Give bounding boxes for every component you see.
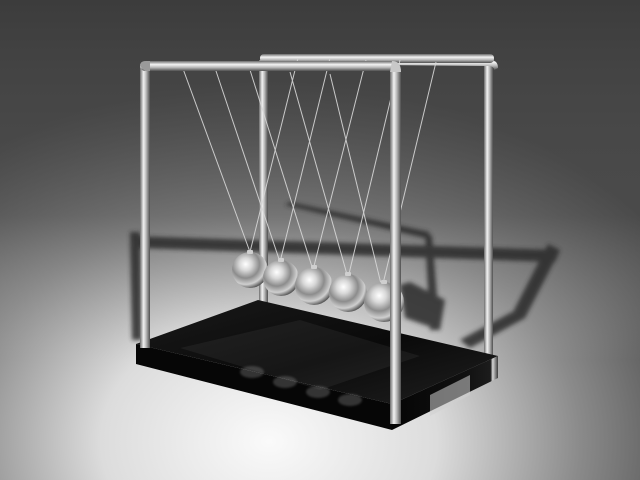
front-frame: [140, 61, 401, 424]
ball-1: [232, 252, 268, 288]
base: [136, 300, 498, 430]
ball-3: [295, 267, 333, 305]
ball-reflections: [240, 366, 362, 406]
ball-4: [329, 274, 367, 312]
ball-2: [263, 260, 299, 296]
